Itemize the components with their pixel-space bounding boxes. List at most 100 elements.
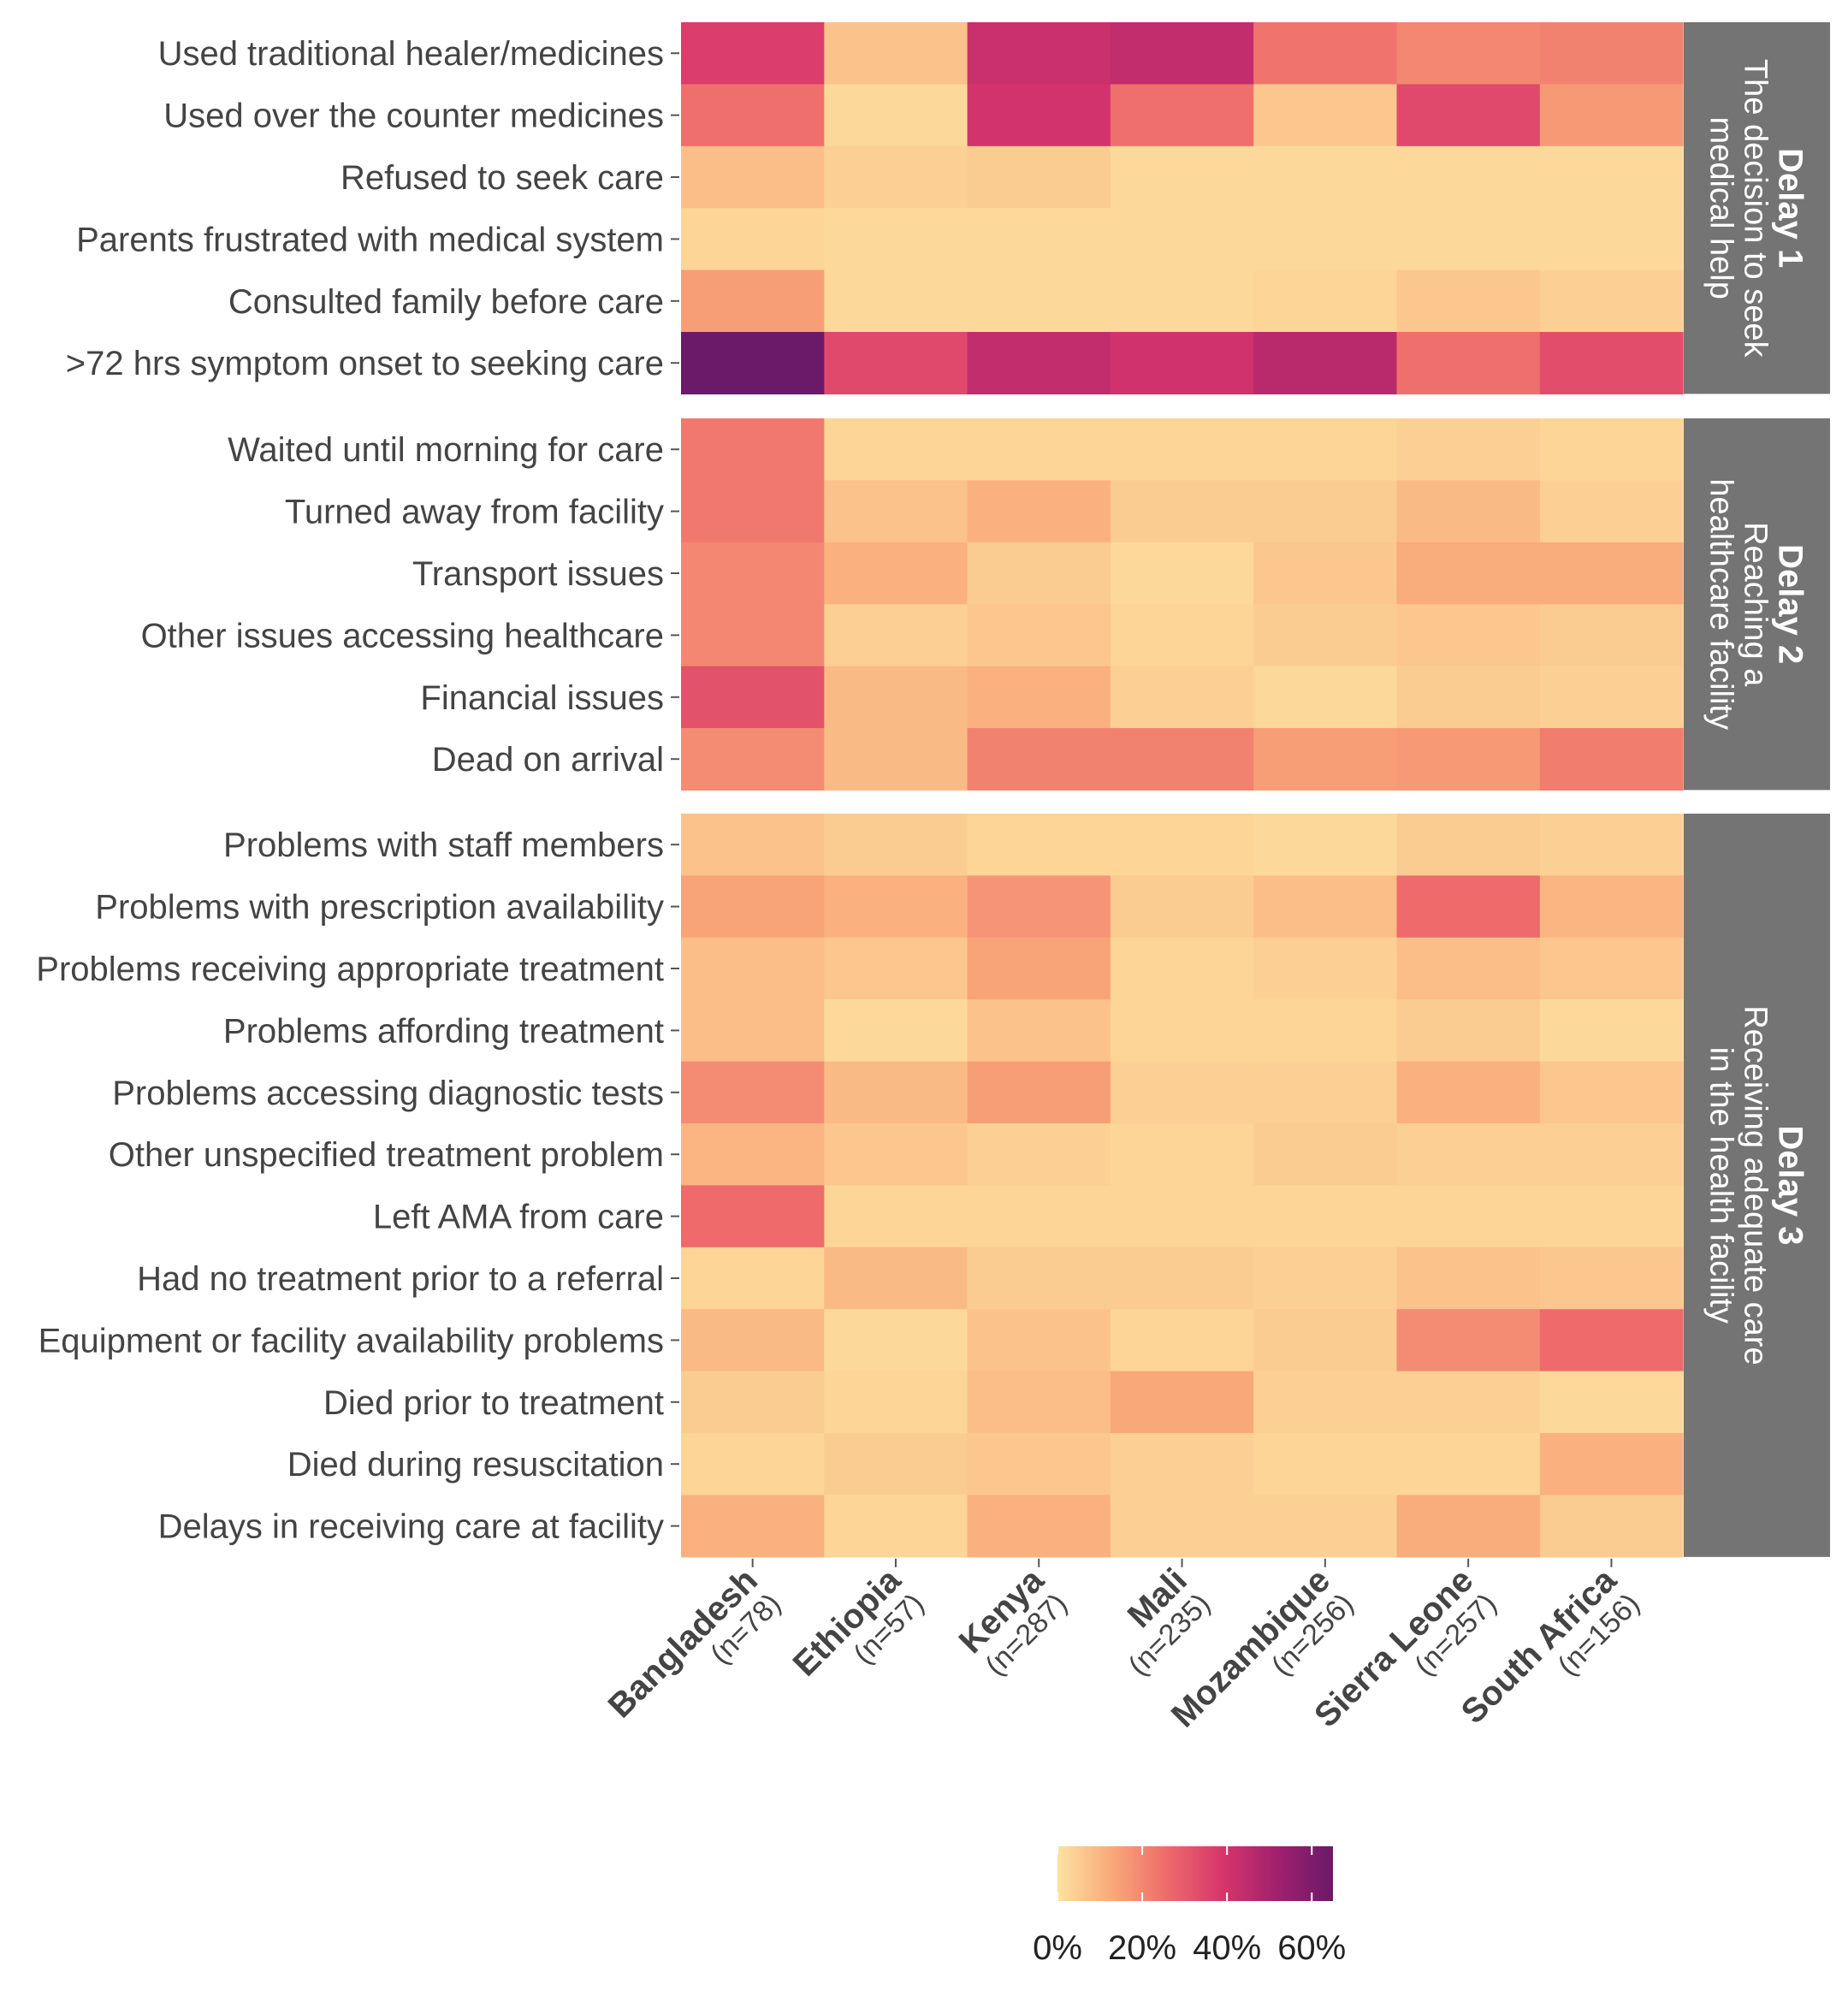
heatmap-cell (1253, 937, 1398, 1000)
heatmap-cell (681, 22, 825, 85)
heatmap-cell (1253, 84, 1398, 147)
heatmap-cell (967, 728, 1111, 791)
heatmap-cell (967, 814, 1111, 876)
strip-subtitle: medical help (1703, 117, 1739, 299)
row-label: Died during resuscitation (287, 1446, 664, 1484)
heatmap-cell (824, 1309, 968, 1372)
heatmap-cell (1110, 604, 1254, 667)
heatmap-cell (967, 1371, 1111, 1434)
heatmap-cell (967, 666, 1111, 729)
heatmap-cell (681, 1309, 825, 1372)
heatmap-cell (967, 1061, 1111, 1124)
heatmap-cell (1110, 542, 1254, 605)
heatmap-cell (681, 1371, 825, 1434)
heatmap-cell (1110, 666, 1254, 729)
heatmap-cell (1253, 814, 1398, 876)
heatmap-cell (1396, 542, 1541, 605)
heatmap-cell (681, 145, 825, 209)
heatmap-cell (681, 1061, 825, 1124)
heatmap-cell (967, 604, 1111, 667)
heatmap-cell (1396, 332, 1541, 394)
heatmap-cell (1253, 270, 1398, 333)
heatmap-cell (1396, 418, 1541, 481)
heatmap-cell (1396, 604, 1541, 667)
heatmap-cell (1110, 999, 1254, 1063)
strip-title: Delay 3 (1772, 1125, 1810, 1245)
heatmap-cell (1253, 1495, 1398, 1558)
heatmap-cell (1253, 1433, 1398, 1496)
strip-title: Delay 1 (1772, 148, 1810, 268)
heatmap-cells (681, 22, 1684, 1558)
row-label: Had no treatment prior to a referral (137, 1260, 664, 1298)
heatmap-cell (1110, 84, 1254, 147)
heatmap-cell (967, 1247, 1111, 1310)
heatmap-cell (1253, 728, 1398, 791)
heatmap-cell (681, 542, 825, 605)
x-label: Mali(n=235) (1121, 1561, 1217, 1682)
heatmap-cell (1396, 84, 1541, 147)
heatmap-cell (967, 480, 1111, 543)
heatmap-cell (1539, 937, 1684, 1000)
heatmap-cell (1396, 1185, 1541, 1248)
heatmap-cell (1539, 875, 1684, 939)
heatmap-cell (824, 418, 968, 481)
heatmap-cell (1539, 542, 1684, 605)
heatmap-cell (1110, 145, 1254, 209)
heatmap-cell (1539, 1247, 1684, 1310)
row-label: Parents frustrated with medical system (76, 221, 664, 258)
x-label: South Africa(n=156) (1454, 1561, 1646, 1732)
row-label: Problems with staff members (223, 826, 664, 864)
heatmap-cell (967, 208, 1111, 271)
heatmap-cell (1396, 1433, 1541, 1496)
heatmap-cell (1253, 604, 1398, 667)
heatmap-cell (824, 84, 968, 147)
heatmap-cell (824, 875, 968, 939)
heatmap-cell (1539, 418, 1684, 481)
heatmap-cell (1110, 937, 1254, 1000)
heatmap-cell (1110, 332, 1254, 394)
heatmap-cell (967, 418, 1111, 481)
heatmap-cell (1396, 1371, 1541, 1434)
heatmap-cell (681, 480, 825, 543)
heatmap-cell (1253, 418, 1398, 481)
row-label: Problems affording treatment (223, 1012, 664, 1050)
heatmap-cell (1253, 1061, 1398, 1124)
heatmap-cell (1110, 1247, 1254, 1310)
heatmap-cell (1539, 814, 1684, 876)
heatmap-cell (1539, 666, 1684, 729)
heatmap-cell (967, 542, 1111, 605)
strip-background (1684, 418, 1830, 791)
heatmap-cell (824, 937, 968, 1000)
heatmap-cell (681, 1247, 825, 1310)
heatmap-cell (1539, 604, 1684, 667)
strip-subtitle: Reaching a (1738, 522, 1774, 687)
heatmap-cell (1110, 814, 1254, 876)
heatmap-cell (681, 728, 825, 791)
heatmap-cell (1253, 666, 1398, 729)
heatmap-cell (967, 1123, 1111, 1186)
heatmap-cell (1253, 22, 1398, 85)
heatmap-cell (1253, 480, 1398, 543)
heatmap-cell (967, 332, 1111, 394)
strip-subtitle: Receiving adequate care (1738, 1005, 1774, 1365)
heatmap-cell (1253, 332, 1398, 394)
heatmap-cell (1539, 22, 1684, 85)
x-label: Kenya(n=287) (952, 1561, 1074, 1682)
heatmap-cell (967, 1309, 1111, 1372)
heatmap-cell (1253, 1247, 1398, 1310)
heatmap-cell (1253, 208, 1398, 271)
row-label: Problems receiving appropriate treatment (36, 951, 664, 988)
legend-label: 60% (1277, 1929, 1346, 1967)
legend-label: 20% (1108, 1929, 1176, 1967)
row-label: Dead on arrival (432, 741, 664, 779)
legend-label: 40% (1193, 1929, 1261, 1967)
heatmap-cell (1539, 208, 1684, 271)
row-label: Waited until morning for care (228, 431, 664, 469)
heatmap-cell (1396, 1061, 1541, 1124)
row-label: >72 hrs symptom onset to seeking care (66, 345, 664, 382)
row-label: Other issues accessing healthcare (141, 617, 664, 654)
heatmap-cell (1396, 937, 1541, 1000)
row-label: Delays in receiving care at facility (158, 1508, 664, 1546)
